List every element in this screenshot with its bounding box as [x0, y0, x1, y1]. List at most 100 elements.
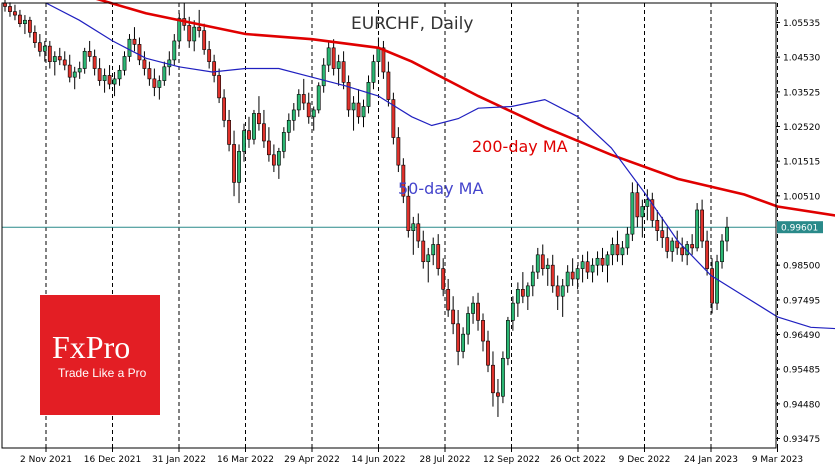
- candle-body: [82, 50, 87, 69]
- candle: [416, 213, 421, 248]
- candle-body: [62, 59, 67, 66]
- candle-body: [590, 264, 595, 273]
- candle: [296, 89, 301, 117]
- y-tick-label: 1.03525: [783, 88, 820, 98]
- candle: [331, 39, 336, 76]
- candle-body: [376, 47, 381, 62]
- candle-body: [122, 56, 127, 71]
- candle-body: [655, 220, 660, 231]
- candle: [87, 40, 92, 62]
- candle: [142, 51, 147, 76]
- candle-body: [72, 71, 77, 78]
- ma50-label: 50-day MA: [398, 179, 483, 198]
- candle-body: [381, 47, 386, 73]
- x-axis: 2 Nov 2021 16 Dec 2021 31 Jan 2022 16 Mar 2…: [20, 448, 803, 465]
- candle: [82, 47, 87, 74]
- candle-body: [316, 85, 321, 111]
- candle-body: [570, 271, 575, 280]
- candle: [112, 71, 117, 97]
- candle: [147, 61, 152, 86]
- candle: [326, 40, 331, 72]
- candle: [376, 37, 381, 76]
- candle: [351, 96, 356, 131]
- candle-body: [301, 94, 306, 104]
- candle-body: [37, 42, 42, 52]
- candle: [242, 123, 246, 162]
- candle-body: [510, 302, 515, 321]
- candle-body: [331, 47, 336, 69]
- candle-body: [202, 30, 207, 50]
- x-tick-label: 31 Jan 2022: [152, 455, 206, 465]
- candle-body: [486, 340, 490, 366]
- candle-body: [217, 75, 222, 99]
- candle-body: [212, 61, 217, 76]
- candle: [157, 75, 162, 100]
- candle: [705, 230, 709, 276]
- candle-body: [192, 26, 197, 42]
- candle-body: [242, 130, 246, 152]
- candle-body: [665, 237, 670, 252]
- candle: [421, 230, 426, 269]
- candle-body: [481, 320, 485, 342]
- candle: [710, 258, 714, 314]
- candle-body: [461, 333, 465, 352]
- candle: [515, 282, 520, 317]
- candle: [615, 230, 620, 262]
- chart-title: EURCHF, Daily: [351, 14, 473, 34]
- candle-body: [152, 78, 157, 88]
- candle-body: [187, 25, 192, 42]
- candle-body: [580, 261, 585, 269]
- candle: [590, 258, 595, 283]
- candle: [72, 66, 77, 90]
- candle: [630, 182, 635, 242]
- candle: [426, 247, 431, 283]
- candle: [431, 237, 436, 266]
- candle-body: [346, 82, 351, 111]
- candle-body: [3, 2, 7, 7]
- candle-body: [57, 56, 62, 61]
- candle-body: [456, 323, 461, 352]
- candle: [182, 3, 187, 31]
- candle: [605, 251, 610, 283]
- candle: [167, 51, 172, 76]
- candle: [600, 247, 605, 273]
- candle-body: [112, 78, 117, 85]
- candle: [685, 241, 690, 266]
- candle-body: [411, 223, 416, 231]
- candle: [466, 306, 470, 345]
- moving-averages: [45, 0, 835, 330]
- candle: [37, 34, 42, 57]
- candle: [535, 247, 540, 279]
- candle: [47, 40, 52, 69]
- candle-body: [545, 264, 550, 269]
- candle-body: [625, 233, 630, 249]
- y-tick-label: 1.01515: [783, 158, 820, 168]
- candle: [461, 327, 465, 359]
- candle-body: [42, 45, 47, 52]
- candle: [227, 109, 231, 152]
- x-tick-label: 28 Jul 2022: [420, 455, 471, 465]
- candle-body: [670, 240, 675, 252]
- candle: [336, 54, 341, 86]
- candle: [311, 106, 316, 131]
- candle-body: [311, 109, 316, 118]
- candle-body: [725, 226, 729, 242]
- candle: [257, 96, 261, 131]
- candle-body: [595, 257, 600, 266]
- candle: [486, 330, 490, 373]
- candle-body: [520, 289, 525, 297]
- candle: [212, 54, 217, 83]
- candle: [371, 54, 376, 90]
- candle: [306, 92, 311, 124]
- candle-body: [117, 69, 122, 80]
- candle-body: [391, 99, 396, 138]
- candle-body: [710, 268, 714, 304]
- candle: [172, 34, 177, 66]
- candle: [252, 109, 256, 145]
- candle-body: [371, 61, 376, 83]
- candle: [32, 25, 37, 48]
- candle-body: [286, 119, 291, 133]
- candle-body: [157, 80, 162, 88]
- candle-body: [416, 223, 421, 242]
- candle: [346, 75, 351, 117]
